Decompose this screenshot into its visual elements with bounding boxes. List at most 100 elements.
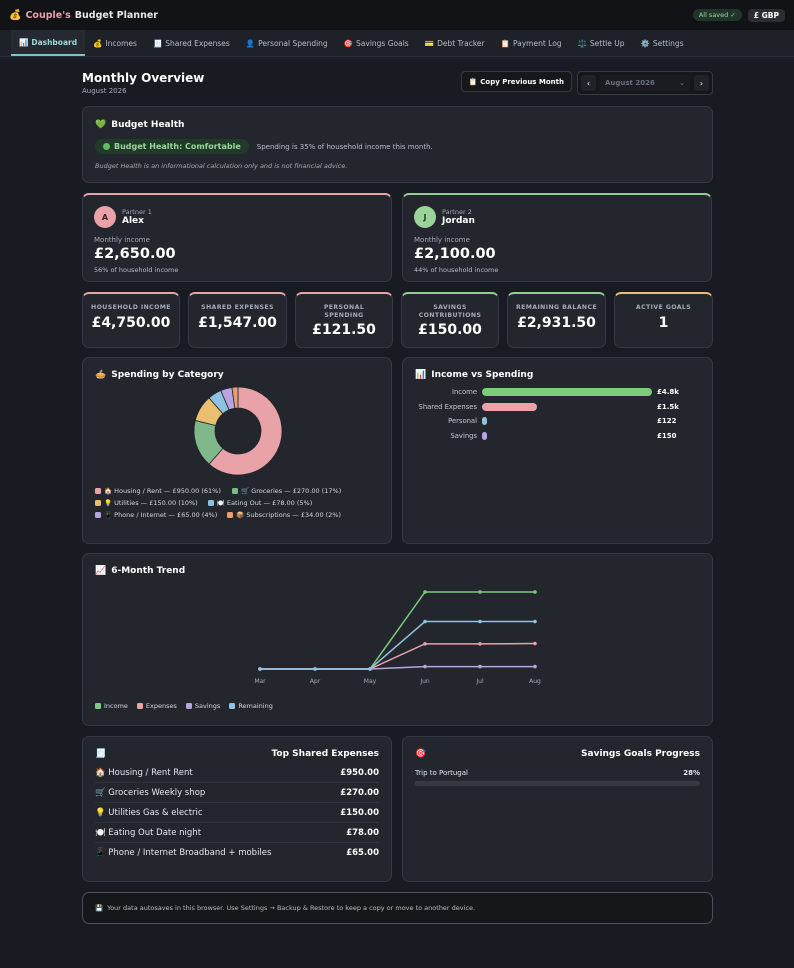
trend-point-savings: [478, 664, 482, 669]
legend-item: Income: [95, 702, 128, 710]
tab-savings-goals[interactable]: 🎯 Savings Goals: [336, 30, 417, 56]
budget-health-card: 💚 Budget Health Budget Health: Comfortab…: [82, 106, 713, 183]
stat-value: 1: [658, 314, 669, 331]
monthly-income-label: Monthly income: [414, 236, 470, 244]
credit-card-icon: 💳: [424, 38, 435, 48]
person-icon: 👤: [245, 38, 256, 48]
donut-slice-subscriptions: [231, 386, 239, 409]
legend-swatch: [207, 500, 214, 506]
income-share: 56% of household income: [94, 266, 179, 274]
trend-point-savings: [533, 664, 537, 669]
prev-month-button[interactable]: ‹: [581, 75, 596, 91]
stat-personal-spending: Personal Spending £121.50: [295, 292, 393, 348]
month-select-value: August 2026: [605, 79, 655, 87]
trend-legend: Income Expenses Savings Remaining: [95, 702, 273, 710]
currency-badge[interactable]: £ GBP: [747, 8, 785, 22]
bar-value: £1.5k: [657, 402, 679, 411]
main-nav: 📊 Dashboard 💰 Incomes 🧾 Shared Expenses 👤 Pe…: [0, 30, 794, 57]
spending-title: Spending by Category: [111, 370, 224, 380]
donut-slice-housing-rent: [208, 386, 283, 476]
copy-button-label: Copy Previous Month: [480, 77, 564, 86]
legend-row: 💡 Utilities — £150.00 (10%) 🍽️ Eating Ou…: [95, 499, 379, 507]
money-bag-icon: 💰: [93, 38, 103, 48]
chevron-down-icon: ⌄: [679, 79, 685, 87]
trend-point-remaining: [258, 667, 262, 671]
tab-shared-expenses[interactable]: 🧾 Shared Expenses: [145, 30, 238, 56]
x-tick-label: Aug: [529, 678, 541, 685]
brand-prefix: Couple's: [25, 9, 71, 21]
income-vs-bars: Income £4.8k Shared Expenses £1.5k Perso…: [415, 385, 700, 443]
expense-label: 💡 Utilities Gas & electric: [95, 807, 203, 818]
bar-personal: [482, 417, 487, 426]
legend-item: 📱 Phone / Internet — £65.00 (4%): [95, 511, 217, 519]
tab-incomes[interactable]: 💰 Incomes: [85, 30, 145, 56]
legend-text: 🛒 Groceries — £270.00 (17%): [241, 487, 342, 495]
floppy-disk-icon: 💾: [95, 904, 104, 912]
budget-health-disclaimer: Budget Health is an informational calcul…: [95, 162, 348, 170]
legend-text: 🍽️ Eating Out — £78.00 (5%): [216, 499, 313, 507]
legend-swatch: [232, 488, 238, 494]
chart-icon: 📊: [19, 37, 29, 47]
tab-label: Settle Up: [589, 38, 625, 48]
trend-line-expenses: [260, 642, 536, 670]
trend-line-chart: Mar Apr May Jun Jul Aug: [254, 590, 541, 685]
tab-payment-log[interactable]: 📋 Payment Log: [493, 30, 570, 56]
expense-amount: £950.00: [340, 767, 379, 778]
legend-item: 📦 Subscriptions — £34.00 (2%): [227, 511, 341, 519]
monthly-income-value: £2,650.00: [94, 246, 176, 262]
expense-label: 📱 Phone / Internet Broadband + mobiles: [95, 848, 272, 858]
legend-text: Income: [104, 702, 128, 710]
goal-progress-fill: [415, 781, 495, 786]
avatar: A: [94, 206, 116, 228]
legend-swatch: [136, 703, 143, 709]
autosave-notice: 💾 Your data autosaves in this browser. U…: [82, 892, 713, 924]
stat-active-goals: Active Goals 1: [614, 292, 713, 348]
trend-point-expenses: [533, 641, 537, 646]
legend-item: 🛒 Groceries — £270.00 (17%): [232, 487, 341, 495]
list-item: 🍽️ Eating Out Date night £78.00: [95, 823, 379, 843]
tab-settings[interactable]: ⚙️ Settings: [633, 30, 692, 56]
legend-text: 📱 Phone / Internet — £65.00 (4%): [104, 511, 218, 519]
green-heart-icon: 💚: [95, 120, 107, 130]
expense-amount: £65.00: [346, 848, 379, 858]
legend-text: 💡 Utilities — £150.00 (10%): [104, 499, 198, 507]
trend-point-remaining: [313, 667, 317, 671]
partner-label: Partner 2: [442, 208, 472, 216]
legend-row: 📱 Phone / Internet — £65.00 (4%) 📦 Subsc…: [95, 511, 379, 519]
clipboard-icon: 📋: [500, 38, 510, 48]
budget-health-status-badge: Budget Health: Comfortable: [95, 139, 249, 154]
trend-point-remaining: [478, 619, 482, 624]
brand-name: Budget Planner: [74, 9, 158, 21]
receipt-icon: 🧾: [152, 38, 163, 48]
six-month-trend-card: 📈 6-Month Trend Mar Apr May Jun Jul Aug Incom…: [82, 553, 713, 726]
stat-value: £1,547.00: [198, 314, 277, 331]
partner-2-card: J Partner 2 Jordan Monthly income £2,100…: [402, 193, 712, 282]
stat-label: Shared Expenses: [201, 304, 274, 311]
tab-settle-up[interactable]: ⚖️ Settle Up: [570, 30, 633, 56]
bar-row: Shared Expenses £1.5k: [415, 400, 700, 415]
tab-debt-tracker[interactable]: 💳 Debt Tracker: [417, 30, 493, 56]
copy-previous-month-button[interactable]: 📋 Copy Previous Month: [460, 71, 572, 92]
tab-personal-spending[interactable]: 👤 Personal Spending: [238, 30, 336, 56]
x-tick-label: Apr: [310, 678, 321, 685]
bar-label: Savings: [450, 431, 477, 440]
pie-icon: 🥧: [95, 370, 107, 380]
spending-donut-chart: [193, 386, 283, 476]
partner-1-card: A Partner 1 Alex Monthly income £2,650.0…: [82, 193, 392, 282]
stat-value: £150.00: [418, 322, 482, 338]
bar-shared-expenses: [482, 402, 538, 411]
tab-dashboard[interactable]: 📊 Dashboard: [11, 30, 86, 56]
trend-point-remaining: [533, 619, 537, 624]
trend-point-remaining: [368, 667, 372, 671]
trend-point-income: [533, 590, 537, 594]
income-share: 44% of household income: [414, 266, 499, 274]
bar-label: Shared Expenses: [418, 402, 477, 411]
monthly-income-label: Monthly income: [94, 236, 150, 244]
list-item: 🏠 Housing / Rent Rent £950.00: [95, 763, 379, 783]
next-month-button[interactable]: ›: [694, 75, 709, 91]
month-select[interactable]: August 2026 ⌄: [600, 75, 690, 91]
scales-icon: ⚖️: [577, 38, 587, 48]
savings-goals-card: 🎯 Savings Goals Progress Trip to Portuga…: [402, 736, 713, 882]
budget-health-description: Spending is 35% of household income this…: [256, 142, 433, 151]
stat-value: £4,750.00: [91, 314, 171, 331]
